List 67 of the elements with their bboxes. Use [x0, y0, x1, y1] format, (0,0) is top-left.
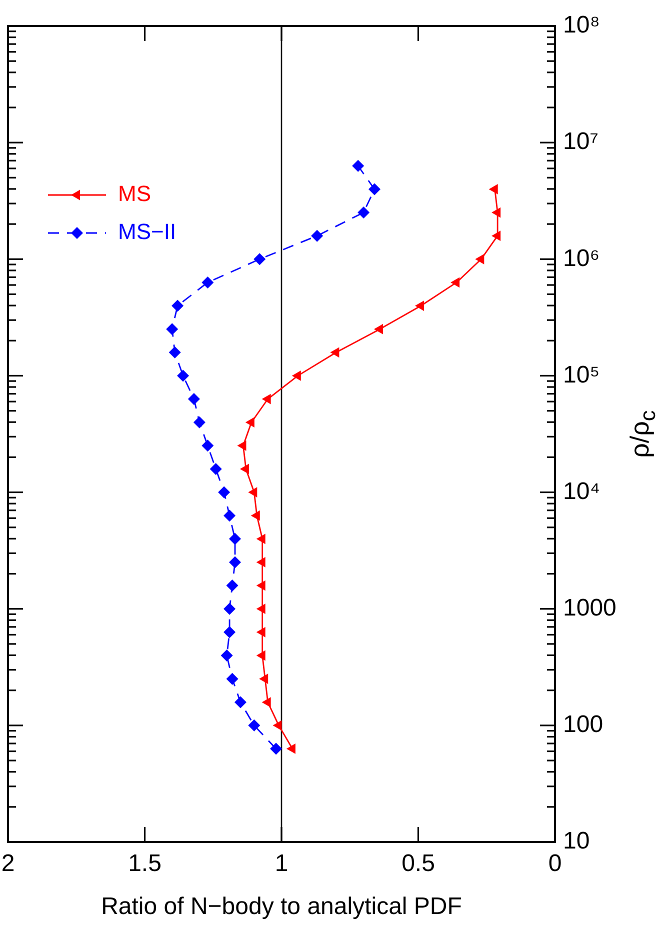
- point: [358, 206, 370, 219]
- point: [237, 440, 246, 451]
- point: [193, 416, 206, 428]
- y-tick-label: 10: [563, 828, 590, 855]
- point: [226, 580, 238, 592]
- point: [188, 393, 200, 406]
- point: [270, 742, 282, 755]
- point: [286, 744, 296, 754]
- y-tick-label: 1000: [563, 594, 616, 622]
- point: [488, 184, 498, 194]
- point: [374, 324, 383, 334]
- legend-label: MS−II: [118, 219, 176, 244]
- point: [256, 534, 266, 544]
- point: [256, 604, 266, 614]
- y-tick-label: 10⁴: [563, 478, 600, 505]
- x-tick-label: 0: [548, 850, 562, 878]
- y-tick-label: 10⁵: [563, 361, 600, 388]
- point: [226, 672, 238, 685]
- point: [229, 532, 242, 545]
- y-tick-label: 10⁶: [563, 244, 600, 272]
- point: [202, 276, 214, 288]
- point: [240, 464, 249, 474]
- point: [224, 602, 236, 615]
- x-tick-label: 0.5: [402, 850, 435, 878]
- point: [210, 462, 222, 475]
- point: [475, 254, 484, 264]
- point: [250, 510, 260, 521]
- y-tick-label: 10⁷: [563, 128, 598, 156]
- point: [172, 300, 184, 312]
- y-tick-label: 100: [563, 711, 604, 738]
- point: [224, 510, 236, 522]
- point: [450, 277, 460, 288]
- point: [368, 183, 380, 196]
- point: [311, 230, 324, 242]
- y-tick-label: 10⁸: [563, 12, 600, 39]
- x-tick-label: 2: [1, 850, 15, 878]
- point: [262, 697, 271, 708]
- point: [492, 230, 501, 242]
- point: [254, 253, 266, 266]
- point: [330, 347, 340, 358]
- point: [256, 626, 266, 638]
- point: [245, 417, 254, 428]
- point: [177, 370, 190, 382]
- point: [218, 486, 230, 498]
- point: [352, 160, 364, 172]
- point: [292, 370, 301, 381]
- point: [256, 557, 266, 568]
- point: [224, 626, 236, 638]
- x-axis-title: Ratio of N−body to analytical PDF: [101, 893, 462, 920]
- point: [168, 346, 181, 358]
- point: [248, 719, 260, 732]
- x-tick-label: 1.5: [128, 850, 162, 878]
- point: [256, 650, 266, 661]
- x-tick-label: 1: [274, 850, 288, 878]
- point: [234, 696, 246, 708]
- point: [256, 580, 266, 591]
- point: [220, 650, 233, 662]
- point: [166, 323, 178, 336]
- point: [492, 207, 501, 218]
- point: [272, 720, 282, 731]
- point: [259, 674, 268, 684]
- point: [262, 394, 271, 404]
- point: [229, 556, 242, 568]
- legend-label: MS: [118, 181, 151, 206]
- point: [414, 300, 424, 311]
- point: [202, 440, 214, 452]
- point: [248, 487, 258, 498]
